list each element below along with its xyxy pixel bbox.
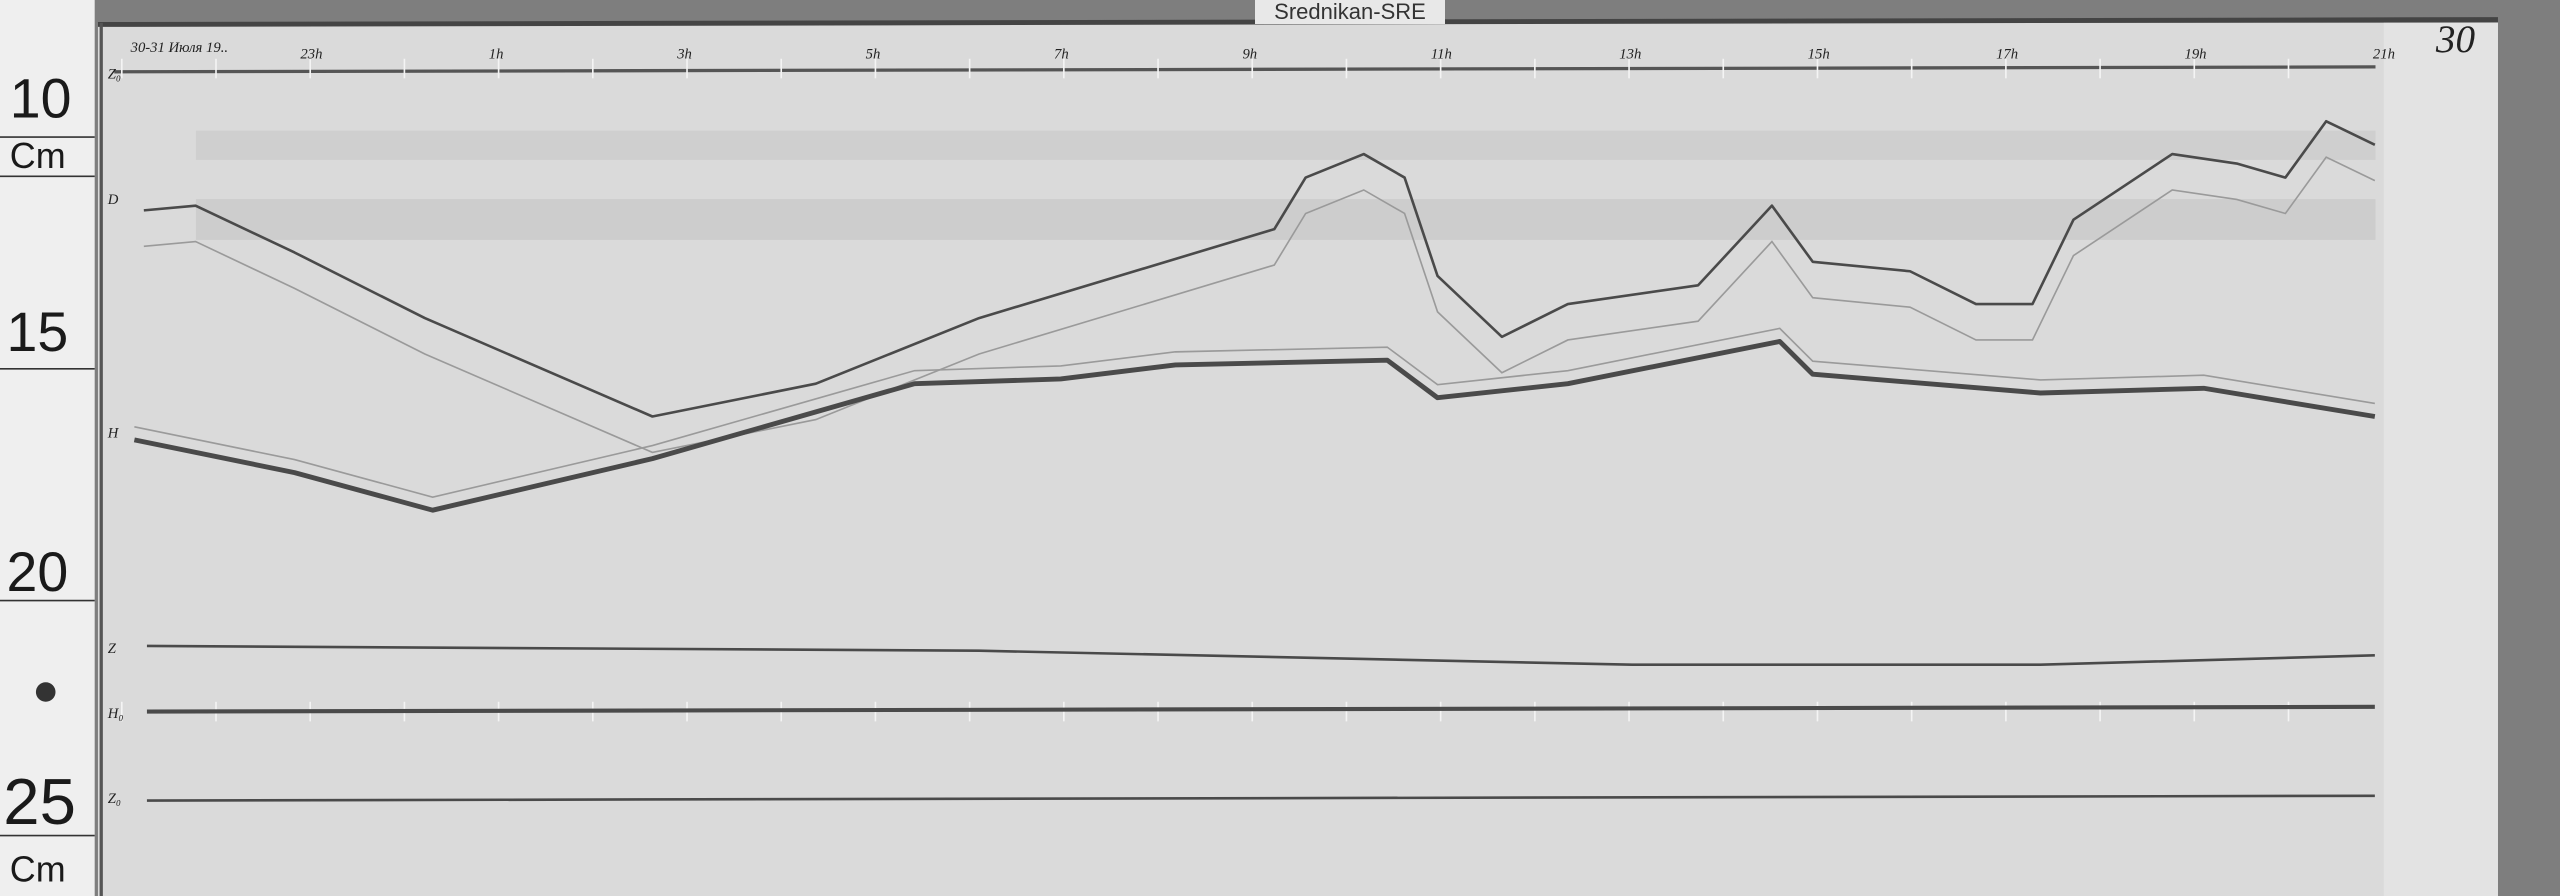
ruler-label: Cm — [10, 135, 66, 176]
trace-D-line — [143, 119, 2376, 418]
trace-label: H — [107, 425, 120, 441]
ruler: 10 Cm 15 20 25 Cm — [0, 68, 95, 889]
x-tick-label: 17h — [1996, 47, 2018, 63]
ruler-label: 20 — [7, 541, 69, 603]
x-tick-label: 7h — [1054, 47, 1069, 63]
paper-right-edge — [2383, 22, 2498, 896]
sheet-number: 30 — [2435, 18, 2476, 61]
trace-Z-line — [146, 794, 2375, 802]
trace-label: Z₀ — [108, 791, 121, 807]
x-tick-label: 5h — [866, 47, 881, 63]
trace-label: Z₀ — [108, 66, 121, 82]
x-tick-label: 13h — [1619, 47, 1641, 63]
trace-H-shadow — [134, 327, 2375, 498]
x-tick-label: 11h — [1431, 47, 1452, 63]
trace-Z-line — [146, 644, 2375, 667]
ruler-label: Cm — [10, 848, 66, 889]
station-label: Srednikan-SRE — [1255, 0, 1445, 24]
date-note: 30-31 Июля 19.. — [130, 40, 229, 56]
x-axis: 23h 1h 3h 5h 7h 9h 11h 13h 15h 17h 19h 21h — [114, 47, 2395, 722]
ruler-strip — [0, 0, 95, 896]
x-tick-label: 9h — [1242, 47, 1257, 63]
x-tick-label: 21h — [2373, 47, 2395, 63]
x-tick-label: 1h — [489, 47, 504, 63]
x-tick-label: 19h — [2184, 47, 2206, 63]
x-tick-label: 3h — [676, 47, 692, 63]
traces — [133, 119, 2376, 802]
punch-hole — [35, 682, 56, 702]
trace-label: Z — [108, 641, 117, 657]
trace-labels: Z₀ D H Z H₀ Z₀ — [107, 66, 124, 807]
paper-sheet — [97, 22, 2498, 896]
ruler-label: 25 — [3, 765, 76, 838]
trace-H-line — [133, 338, 2376, 513]
x-tick-label: 23h — [300, 47, 322, 63]
trace-label: D — [107, 192, 119, 208]
x-tick-label: 15h — [1808, 47, 1830, 63]
trace-D-shadow — [143, 156, 2376, 454]
ruler-label: 15 — [7, 301, 69, 363]
band — [195, 130, 2376, 160]
trace-H-line — [146, 704, 2375, 714]
band — [195, 199, 2376, 240]
z0-baseline-top — [114, 65, 2376, 74]
trace-label: H₀ — [107, 706, 124, 722]
ruler-label: 10 — [10, 68, 72, 130]
